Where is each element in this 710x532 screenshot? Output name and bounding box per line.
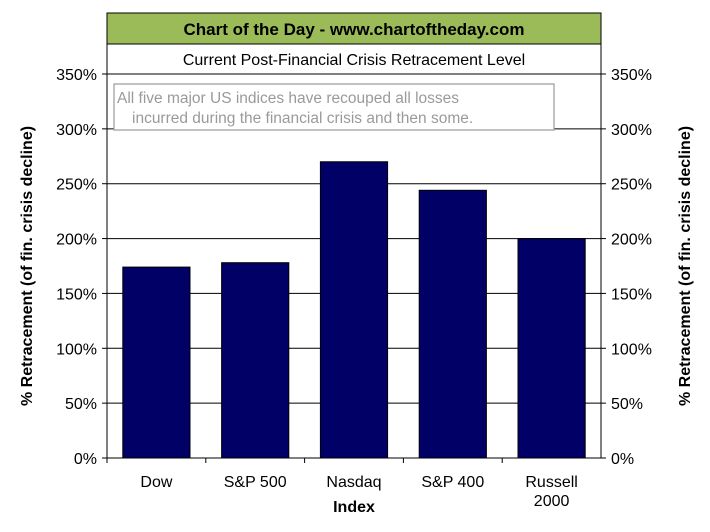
y-tick-label-left: 100% — [56, 341, 97, 358]
y-tick-label-right: 50% — [611, 396, 643, 413]
y-tick-label-right: 300% — [611, 122, 652, 139]
y-tick-label-right: 250% — [611, 177, 652, 194]
y-tick-label-left: 250% — [56, 177, 97, 194]
x-tick-label: 2000 — [534, 493, 570, 510]
annotation-box — [113, 83, 555, 131]
x-tick-label: S&P 500 — [224, 474, 287, 491]
bar — [418, 189, 487, 459]
y-tick-label-left: 0% — [74, 451, 97, 468]
y-tick-label-right: 100% — [611, 341, 652, 358]
annotation-line-2: incurred during the financial crisis and… — [132, 110, 473, 127]
y-tick-label-right: 350% — [611, 67, 652, 84]
x-tick-label: Nasdaq — [326, 474, 381, 491]
chart-subtitle: Current Post-Financial Crisis Retracemen… — [183, 52, 525, 69]
x-tick-label: S&P 400 — [421, 474, 484, 491]
x-tick-label: Dow — [140, 474, 172, 491]
bar — [517, 238, 586, 459]
y-tick-label-right: 200% — [611, 232, 652, 249]
y-tick-label-left: 150% — [56, 286, 97, 303]
subtitle-box — [106, 43, 602, 75]
x-tick-label: Russell — [525, 474, 577, 491]
bar — [221, 262, 290, 459]
y-tick-label-left: 200% — [56, 232, 97, 249]
y-tick-label-left: 50% — [65, 396, 97, 413]
y-tick-label-left: 350% — [56, 67, 97, 84]
x-axis-title: Index — [333, 499, 375, 516]
y-axis-title-right: % Retracement (of fin. crisis decline) — [677, 126, 694, 406]
bar — [319, 161, 389, 459]
y-tick-label-right: 150% — [611, 286, 652, 303]
y-axis-title-left: % Retracement (of fin. crisis decline) — [19, 126, 36, 406]
y-tick-label-left: 300% — [56, 122, 97, 139]
bar — [122, 266, 191, 459]
title-banner — [106, 12, 602, 45]
chart-title: Chart of the Day - www.chartoftheday.com — [184, 20, 525, 39]
y-tick-label-right: 0% — [611, 451, 634, 468]
annotation-line-1: All five major US indices have recouped … — [117, 90, 459, 107]
